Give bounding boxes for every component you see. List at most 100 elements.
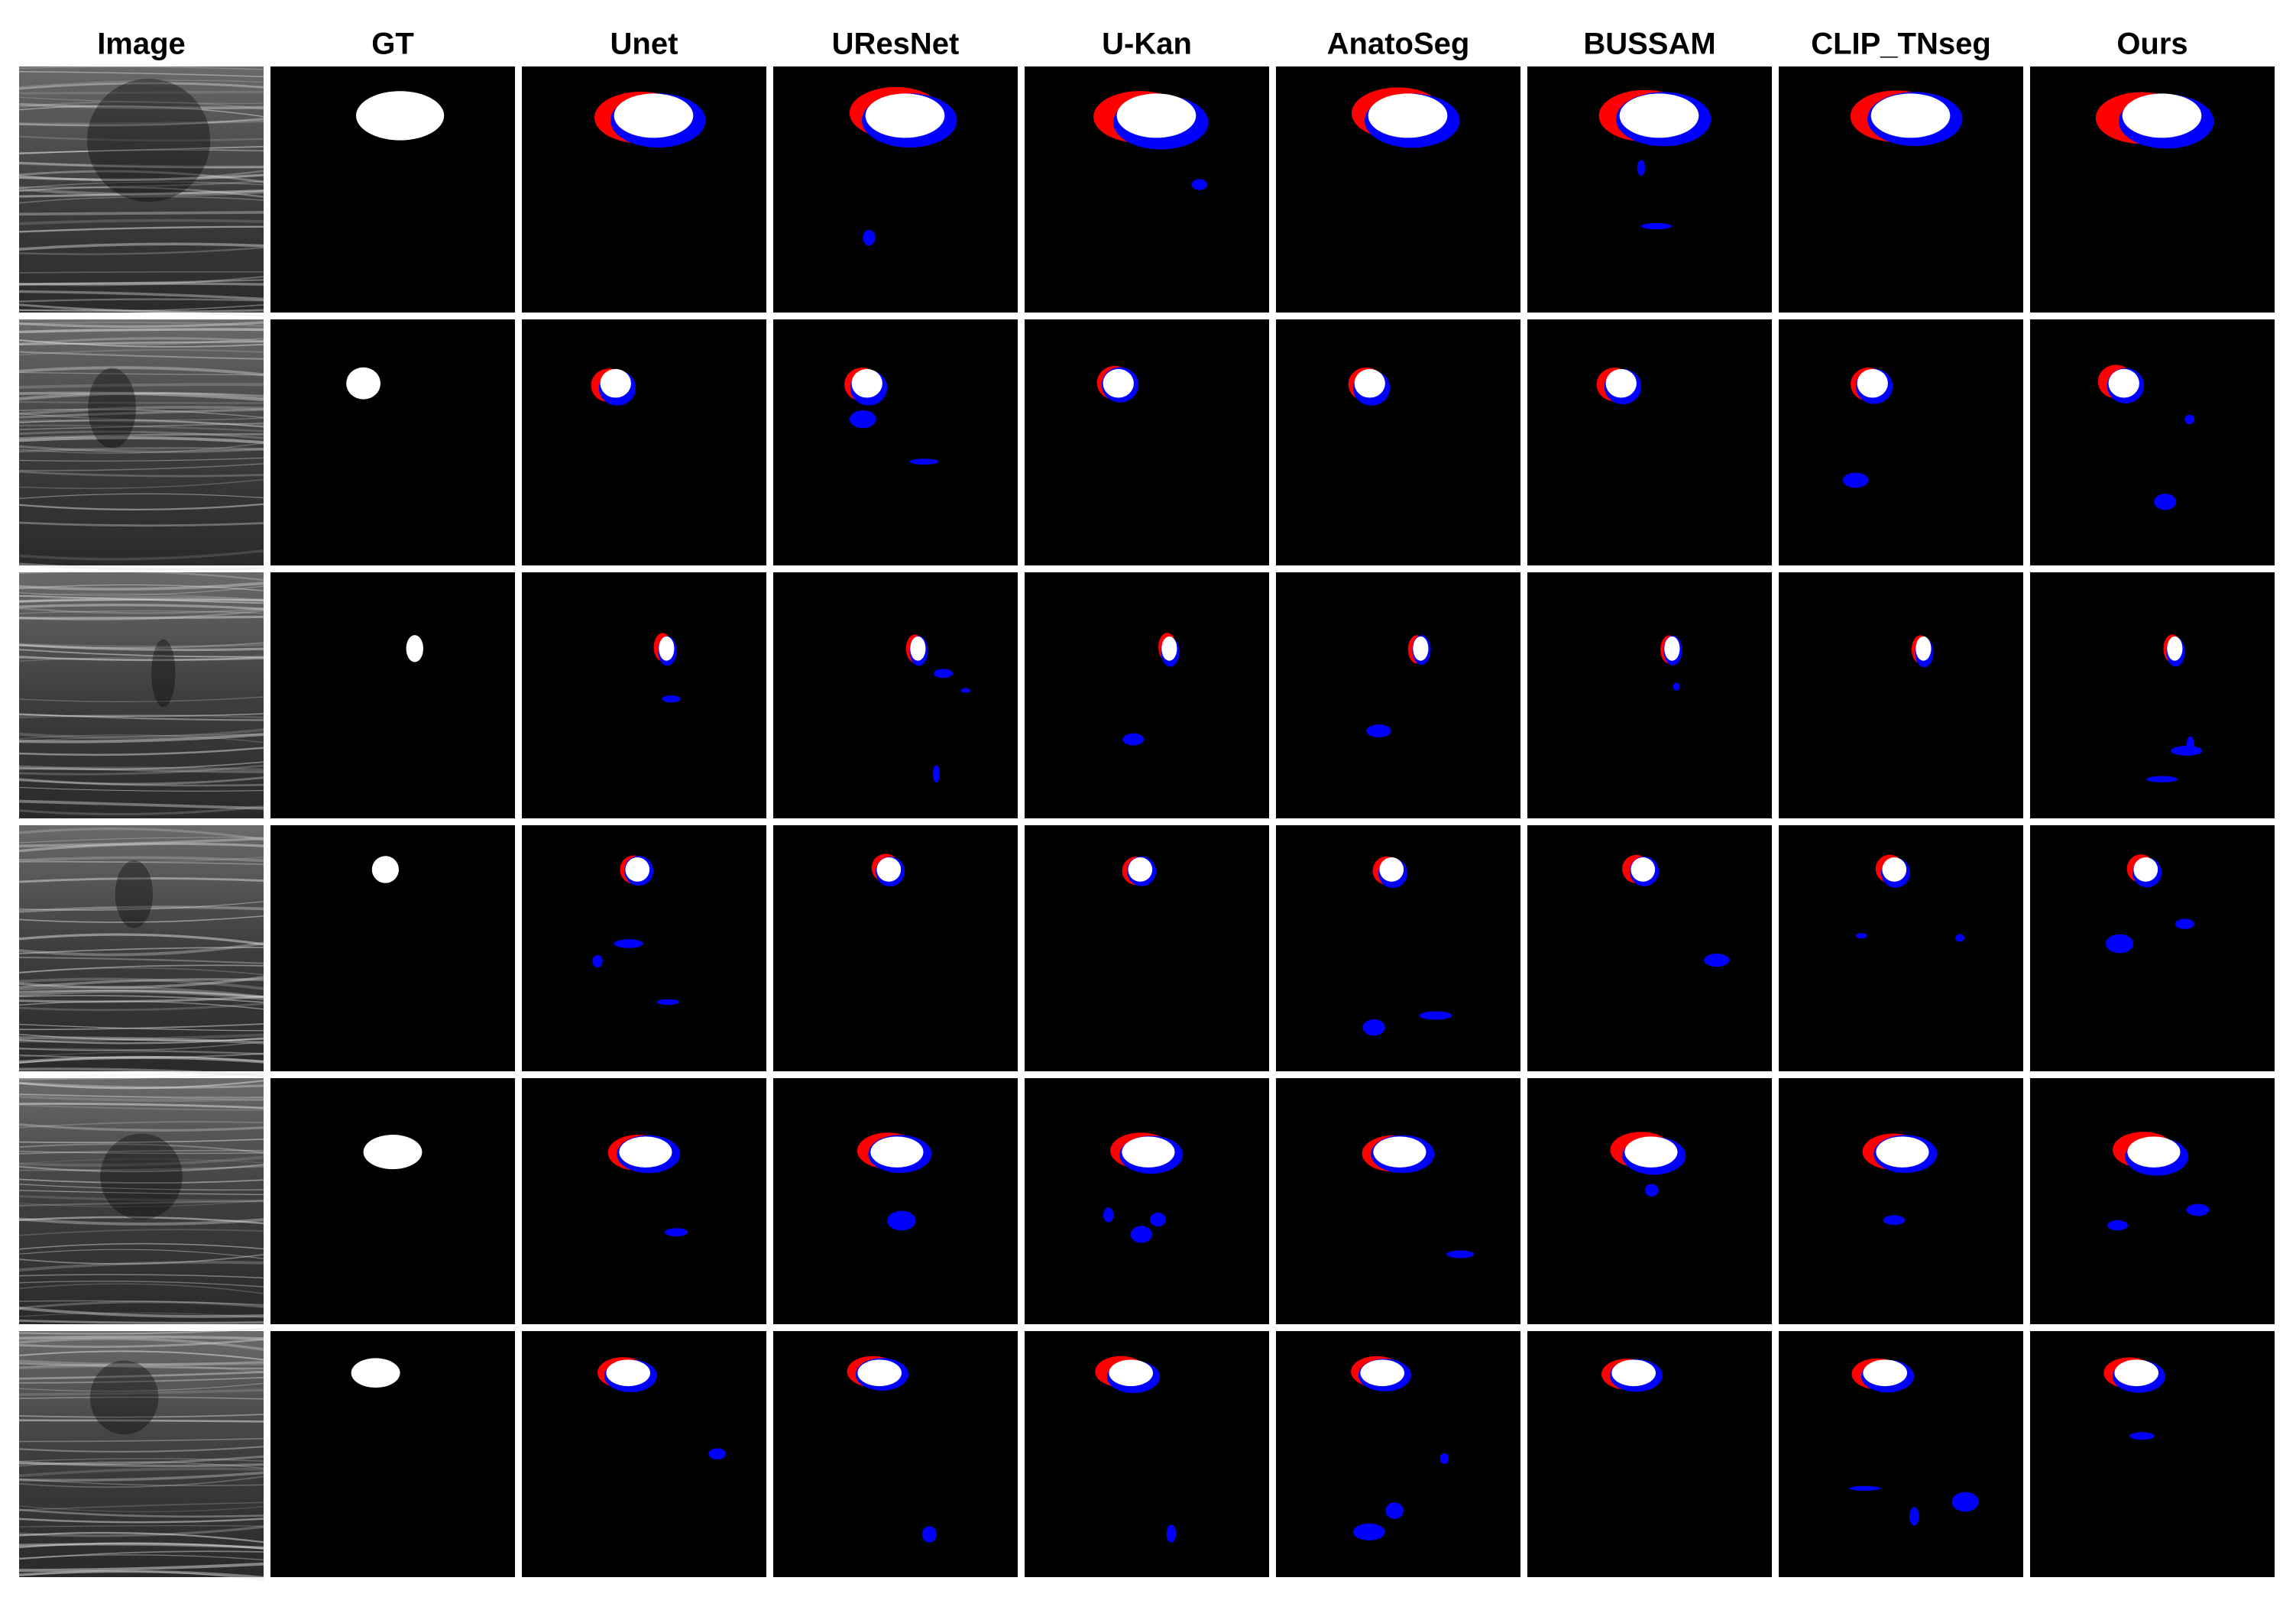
false-positive-speck <box>1103 1207 1114 1223</box>
tissue-streak <box>18 463 264 471</box>
tissue-streak <box>18 776 264 786</box>
tissue-streak <box>18 400 264 404</box>
tissue-streak <box>18 1554 264 1561</box>
tissue-streak <box>18 1543 264 1550</box>
tissue-streak <box>18 430 264 439</box>
tissue-streak <box>18 1216 264 1225</box>
tissue-streak <box>18 856 264 863</box>
false-positive-speck <box>2154 494 2177 510</box>
true-positive <box>2122 93 2202 138</box>
tissue-streak <box>18 337 264 345</box>
column-header: Ours <box>2116 28 2188 61</box>
true-positive <box>851 368 882 398</box>
false-positive-speck <box>1644 1184 1659 1197</box>
panel <box>522 1331 766 1577</box>
true-positive <box>355 91 445 141</box>
tissue-streak <box>18 1382 264 1391</box>
true-positive <box>876 857 902 882</box>
panel <box>2030 825 2275 1071</box>
tissue-streak <box>18 1371 264 1380</box>
tissue-streak <box>18 1461 264 1469</box>
tissue-streak <box>18 1388 264 1396</box>
tissue-streak <box>18 211 264 216</box>
false-positive-speck <box>708 1448 727 1459</box>
panel <box>522 66 766 313</box>
panel <box>18 825 264 1078</box>
column-header: Image <box>97 28 186 61</box>
panel <box>270 66 515 313</box>
panel <box>1025 825 1269 1071</box>
tissue-streak <box>18 643 264 652</box>
tissue-streak <box>18 186 264 198</box>
tissue-streak <box>18 584 264 591</box>
false-positive-speck <box>1951 1492 1979 1512</box>
tissue-streak <box>18 901 264 911</box>
tissue-streak <box>18 1158 264 1165</box>
tissue-streak <box>18 570 264 581</box>
tissue-streak <box>18 436 264 444</box>
column-header: BUSSAM <box>1583 28 1715 61</box>
lesion-shadow <box>100 1133 183 1220</box>
false-positive-speck <box>849 410 876 429</box>
true-positive <box>910 636 926 661</box>
panel <box>522 572 766 818</box>
tissue-streak <box>18 1003 264 1012</box>
tissue-streak <box>18 1518 264 1524</box>
panel <box>1025 1078 1269 1324</box>
tissue-streak <box>18 246 264 255</box>
tissue-streak <box>18 1149 264 1155</box>
lesion-shadow <box>89 1360 159 1435</box>
tissue-streak <box>18 424 264 432</box>
tissue-streak <box>18 79 264 88</box>
mask-panel <box>773 572 1018 818</box>
lesion-shadow <box>115 860 154 928</box>
tissue-streak <box>18 1337 264 1351</box>
mask-panel <box>1025 319 1269 565</box>
tissue-streak <box>18 1458 264 1463</box>
tissue-streak <box>18 279 264 285</box>
false-positive-speck <box>1842 472 1869 488</box>
tissue-streak <box>18 1229 264 1236</box>
tissue-streak <box>18 1242 264 1250</box>
column-header: CLIP_TNseg <box>1811 28 1991 61</box>
false-positive-speck <box>614 939 643 948</box>
false-positive-speck <box>1166 1524 1177 1543</box>
tissue-streak <box>18 1531 264 1544</box>
tissue-streak <box>18 967 264 976</box>
tissue-streak <box>18 321 264 328</box>
true-positive <box>619 1136 672 1168</box>
tissue-streak <box>18 995 264 1003</box>
panel <box>1527 319 1772 565</box>
tissue-streak <box>18 1467 264 1478</box>
tissue-streak <box>18 1048 264 1055</box>
tissue-streak <box>18 604 264 611</box>
tissue-streak <box>18 1151 264 1155</box>
tissue-streak <box>18 1093 264 1098</box>
tissue-streak <box>18 765 264 773</box>
tissue-streak <box>18 275 264 287</box>
tissue-streak <box>18 1072 264 1080</box>
mask-panel <box>270 1078 515 1324</box>
mask-panel <box>1779 319 2023 565</box>
tissue-streak <box>18 1350 264 1361</box>
mask-panel <box>270 572 515 818</box>
mask-panel <box>1527 319 1772 565</box>
tissue-streak <box>18 761 264 770</box>
tissue-streak <box>18 304 264 313</box>
column-header: GT <box>371 28 414 61</box>
column-header: UResNet <box>832 28 960 61</box>
tissue-streak <box>18 1283 264 1294</box>
tissue-streak <box>18 445 264 453</box>
true-positive <box>606 1359 650 1387</box>
false-positive-speck <box>1909 1507 1919 1526</box>
tissue-streak <box>18 857 264 863</box>
true-positive <box>1857 368 1888 398</box>
lesion-shadow <box>151 639 176 708</box>
mask-panel <box>522 572 766 818</box>
tissue-streak <box>18 105 264 118</box>
false-positive-speck <box>863 229 876 246</box>
true-positive <box>1624 1136 1678 1168</box>
panel <box>1527 1078 1772 1324</box>
mask-panel <box>1527 572 1772 818</box>
